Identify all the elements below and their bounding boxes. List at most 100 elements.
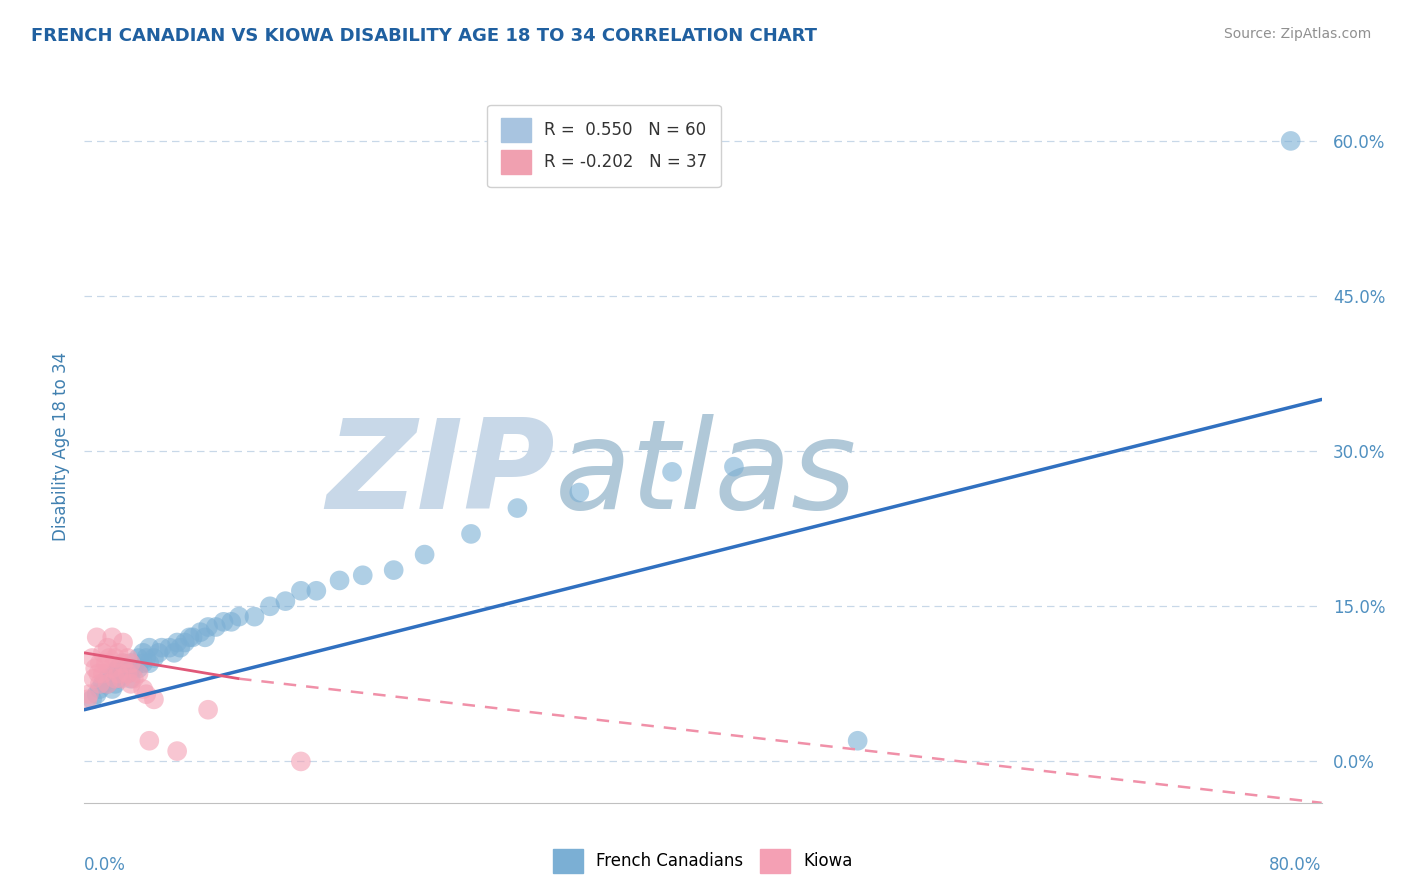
Point: [104, 672, 127, 686]
Point: [104, 677, 127, 691]
Point: [89, 677, 111, 691]
Point: [382, 563, 405, 577]
Point: [112, 656, 135, 670]
Point: [163, 646, 186, 660]
Point: [112, 666, 135, 681]
Point: [98, 651, 121, 665]
Point: [107, 672, 129, 686]
Point: [150, 640, 173, 655]
Point: [132, 646, 155, 660]
Point: [181, 630, 204, 644]
Point: [112, 635, 135, 649]
Point: [352, 568, 374, 582]
Point: [101, 630, 124, 644]
Point: [127, 661, 149, 675]
Point: [290, 583, 312, 598]
Point: [219, 615, 242, 629]
Point: [101, 661, 124, 675]
Point: [138, 733, 160, 747]
Point: [135, 687, 157, 701]
Point: [86, 630, 108, 644]
Point: [143, 651, 166, 665]
Point: [104, 651, 127, 665]
Point: [568, 485, 591, 500]
Point: [243, 609, 266, 624]
Y-axis label: Disability Age 18 to 34: Disability Age 18 to 34: [52, 351, 70, 541]
Point: [91, 646, 114, 660]
Point: [86, 687, 108, 701]
Point: [83, 672, 105, 686]
Point: [274, 594, 297, 608]
Point: [1279, 134, 1302, 148]
Point: [174, 635, 197, 649]
Legend: R =  0.550   N = 60, R = -0.202   N = 37: R = 0.550 N = 60, R = -0.202 N = 37: [488, 104, 721, 186]
Point: [77, 687, 100, 701]
Point: [148, 646, 170, 660]
Point: [96, 677, 118, 691]
Point: [120, 677, 142, 691]
Point: [127, 666, 149, 681]
Point: [91, 677, 114, 691]
Point: [506, 501, 529, 516]
Point: [112, 656, 135, 670]
Point: [89, 681, 111, 696]
Point: [305, 583, 328, 598]
Point: [228, 609, 250, 624]
Point: [117, 661, 139, 675]
Point: [76, 692, 98, 706]
Point: [101, 672, 124, 686]
Point: [166, 744, 188, 758]
Point: [132, 681, 155, 696]
Point: [661, 465, 683, 479]
Point: [290, 755, 312, 769]
Point: [91, 666, 114, 681]
Point: [96, 640, 118, 655]
Point: [117, 666, 139, 681]
Point: [197, 620, 219, 634]
Text: Source: ZipAtlas.com: Source: ZipAtlas.com: [1223, 27, 1371, 41]
Point: [212, 615, 235, 629]
Point: [846, 733, 869, 747]
Point: [96, 672, 118, 686]
Point: [96, 677, 118, 691]
Point: [188, 625, 211, 640]
Point: [120, 656, 142, 670]
Point: [723, 459, 745, 474]
Point: [143, 692, 166, 706]
Point: [122, 672, 145, 686]
Point: [94, 656, 117, 670]
Point: [117, 651, 139, 665]
Point: [259, 599, 281, 614]
Point: [107, 666, 129, 681]
Point: [84, 661, 107, 675]
Point: [107, 646, 129, 660]
Point: [138, 640, 160, 655]
Point: [328, 574, 352, 588]
Point: [122, 661, 145, 675]
Point: [120, 656, 142, 670]
Point: [179, 630, 201, 644]
Point: [87, 666, 110, 681]
Point: [120, 672, 142, 686]
Point: [132, 656, 155, 670]
Point: [413, 548, 436, 562]
Text: 80.0%: 80.0%: [1270, 856, 1322, 874]
Point: [127, 651, 149, 665]
Point: [135, 651, 157, 665]
Point: [82, 692, 104, 706]
Text: 0.0%: 0.0%: [84, 856, 127, 874]
Point: [460, 527, 482, 541]
Point: [110, 672, 132, 686]
Point: [104, 666, 127, 681]
Text: atlas: atlas: [554, 414, 856, 535]
Point: [159, 640, 180, 655]
Point: [107, 661, 129, 675]
Point: [166, 635, 188, 649]
Point: [138, 656, 160, 670]
Text: ZIP: ZIP: [326, 414, 554, 535]
Legend: French Canadians, Kiowa: French Canadians, Kiowa: [547, 842, 859, 880]
Point: [117, 666, 139, 681]
Point: [101, 681, 124, 696]
Point: [89, 656, 111, 670]
Point: [120, 661, 142, 675]
